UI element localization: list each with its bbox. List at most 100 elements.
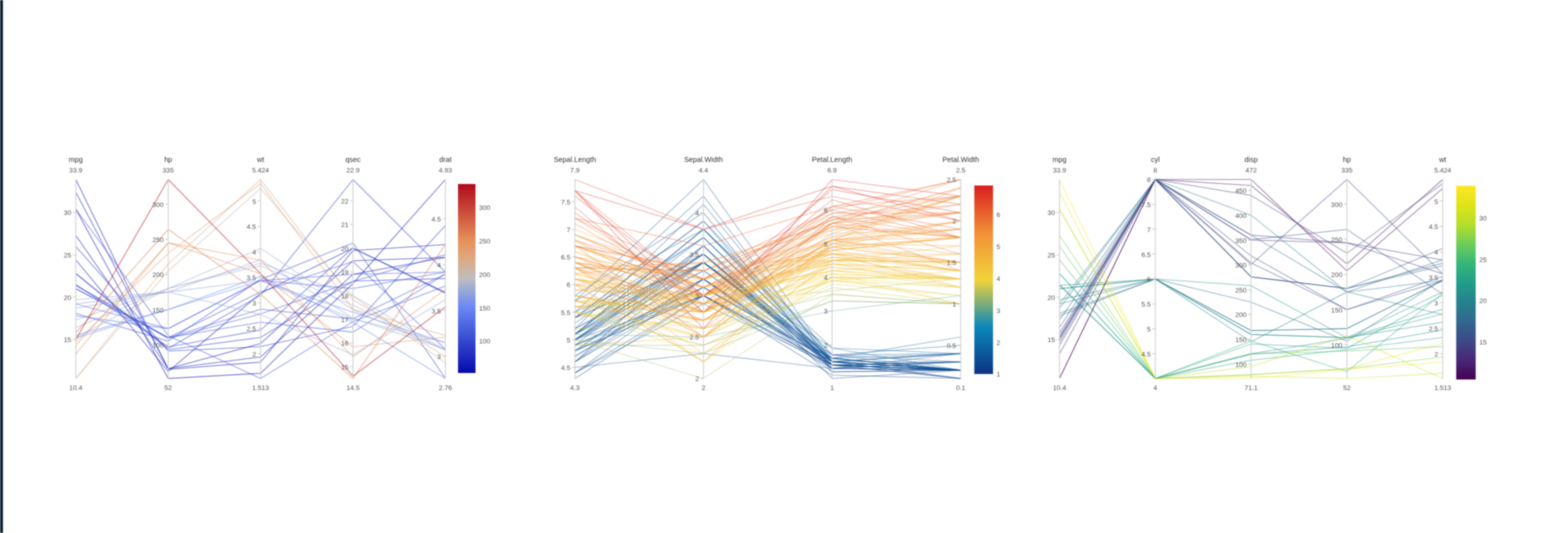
svg-text:0.1: 0.1: [956, 385, 966, 392]
svg-text:4.5: 4.5: [1141, 351, 1151, 358]
svg-text:335: 335: [163, 168, 175, 175]
svg-text:Petal.Width: Petal.Width: [942, 155, 979, 164]
svg-text:6: 6: [997, 212, 1001, 219]
svg-text:6: 6: [567, 282, 571, 289]
svg-text:4.5: 4.5: [1429, 224, 1439, 231]
svg-text:5.5: 5.5: [1141, 302, 1151, 309]
svg-text:4.5: 4.5: [247, 224, 257, 231]
svg-text:33.9: 33.9: [1053, 168, 1066, 175]
svg-text:4: 4: [1434, 250, 1438, 257]
svg-text:3.5: 3.5: [247, 275, 257, 282]
svg-text:250: 250: [152, 237, 164, 244]
svg-text:8: 8: [1147, 177, 1151, 184]
svg-text:qsec: qsec: [345, 155, 361, 164]
svg-text:150: 150: [1331, 307, 1343, 314]
svg-text:3: 3: [695, 293, 699, 300]
svg-text:2.5: 2.5: [1429, 326, 1439, 333]
svg-text:5.424: 5.424: [252, 168, 269, 175]
svg-text:21: 21: [341, 222, 349, 229]
svg-text:3: 3: [997, 308, 1001, 315]
svg-text:472: 472: [1245, 168, 1257, 175]
svg-text:mpg: mpg: [69, 155, 83, 164]
svg-text:17: 17: [341, 317, 349, 324]
svg-text:4.5: 4.5: [561, 365, 571, 372]
svg-text:2: 2: [702, 385, 706, 392]
svg-text:hp: hp: [1343, 155, 1351, 164]
svg-text:6: 6: [824, 208, 828, 215]
svg-text:2: 2: [695, 376, 699, 383]
svg-text:4: 4: [437, 263, 441, 270]
svg-text:18: 18: [341, 293, 349, 300]
svg-text:5: 5: [1147, 326, 1151, 333]
svg-text:2.76: 2.76: [439, 385, 452, 392]
svg-text:2.5: 2.5: [947, 177, 957, 184]
svg-text:250: 250: [1235, 287, 1247, 294]
svg-text:Petal.Length: Petal.Length: [812, 155, 852, 164]
svg-text:1.513: 1.513: [1434, 385, 1451, 392]
svg-text:3.5: 3.5: [1429, 275, 1439, 282]
svg-text:15: 15: [341, 364, 349, 371]
svg-text:6.5: 6.5: [561, 255, 571, 262]
svg-text:3.5: 3.5: [431, 308, 441, 315]
svg-text:cyl: cyl: [1151, 155, 1160, 164]
svg-text:drat: drat: [439, 155, 451, 164]
svg-text:4: 4: [997, 276, 1001, 283]
svg-text:30: 30: [1047, 210, 1055, 217]
svg-text:300: 300: [1235, 263, 1247, 270]
svg-text:25: 25: [64, 253, 72, 260]
svg-text:6.9: 6.9: [827, 168, 837, 175]
svg-text:4.4: 4.4: [699, 168, 709, 175]
svg-text:1: 1: [952, 302, 956, 309]
svg-text:100: 100: [479, 339, 491, 346]
svg-text:5.5: 5.5: [561, 310, 571, 317]
svg-text:7: 7: [1147, 227, 1151, 234]
svg-text:1.5: 1.5: [947, 260, 957, 267]
svg-text:200: 200: [1331, 272, 1343, 279]
svg-text:7.5: 7.5: [561, 199, 571, 206]
svg-text:350: 350: [1235, 238, 1247, 245]
svg-text:7: 7: [567, 227, 571, 234]
svg-text:14.5: 14.5: [346, 385, 359, 392]
svg-text:100: 100: [152, 342, 164, 349]
svg-text:Sepal.Width: Sepal.Width: [684, 155, 723, 164]
svg-text:25: 25: [1479, 257, 1487, 264]
svg-text:335: 335: [1341, 168, 1353, 175]
svg-text:71.1: 71.1: [1244, 385, 1257, 392]
svg-text:5: 5: [997, 244, 1001, 251]
svg-text:2: 2: [952, 219, 956, 226]
svg-text:1: 1: [830, 385, 834, 392]
svg-text:4.3: 4.3: [570, 385, 580, 392]
svg-text:7.9: 7.9: [570, 168, 580, 175]
svg-text:200: 200: [1235, 312, 1247, 319]
svg-text:52: 52: [164, 385, 172, 392]
svg-text:20: 20: [1047, 295, 1055, 302]
svg-text:3: 3: [824, 309, 828, 316]
svg-text:3: 3: [1434, 301, 1438, 308]
svg-text:8: 8: [1153, 168, 1157, 175]
svg-text:450: 450: [1235, 188, 1247, 195]
svg-text:25: 25: [1047, 253, 1055, 260]
svg-text:2: 2: [252, 351, 256, 358]
svg-text:2: 2: [824, 343, 828, 350]
svg-text:150: 150: [152, 307, 164, 314]
svg-text:300: 300: [152, 202, 164, 209]
svg-text:7.5: 7.5: [1141, 202, 1151, 209]
svg-text:wt: wt: [256, 155, 264, 164]
svg-text:2.5: 2.5: [247, 326, 257, 333]
svg-text:4.5: 4.5: [431, 217, 441, 224]
svg-text:250: 250: [479, 239, 491, 246]
svg-text:100: 100: [1331, 342, 1343, 349]
svg-text:250: 250: [1331, 237, 1343, 244]
svg-text:5: 5: [1434, 199, 1438, 206]
svg-text:20: 20: [341, 246, 349, 253]
svg-text:5: 5: [567, 338, 571, 345]
svg-text:mpg: mpg: [1053, 155, 1067, 164]
svg-text:5.424: 5.424: [1434, 168, 1451, 175]
svg-text:6.5: 6.5: [1141, 252, 1151, 259]
svg-text:15: 15: [1479, 339, 1487, 346]
svg-text:4.93: 4.93: [439, 168, 452, 175]
svg-text:wt: wt: [1438, 155, 1446, 164]
svg-text:10.4: 10.4: [1053, 385, 1066, 392]
svg-text:300: 300: [1331, 202, 1343, 209]
svg-text:20: 20: [1479, 298, 1487, 305]
